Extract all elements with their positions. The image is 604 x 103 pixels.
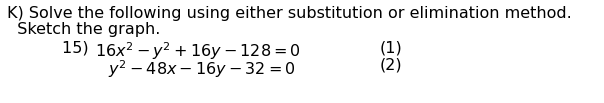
- Text: K) Solve the following using either substitution or elimination method.: K) Solve the following using either subs…: [7, 6, 572, 21]
- Text: $y^2 - 48x - 16y - 32 = 0$: $y^2 - 48x - 16y - 32 = 0$: [108, 58, 296, 80]
- Text: 15): 15): [62, 40, 94, 55]
- Text: (2): (2): [380, 58, 403, 73]
- Text: $16x^2 - y^2 + 16y - 128 = 0$: $16x^2 - y^2 + 16y - 128 = 0$: [95, 40, 301, 62]
- Text: Sketch the graph.: Sketch the graph.: [7, 22, 161, 37]
- Text: (1): (1): [380, 40, 403, 55]
